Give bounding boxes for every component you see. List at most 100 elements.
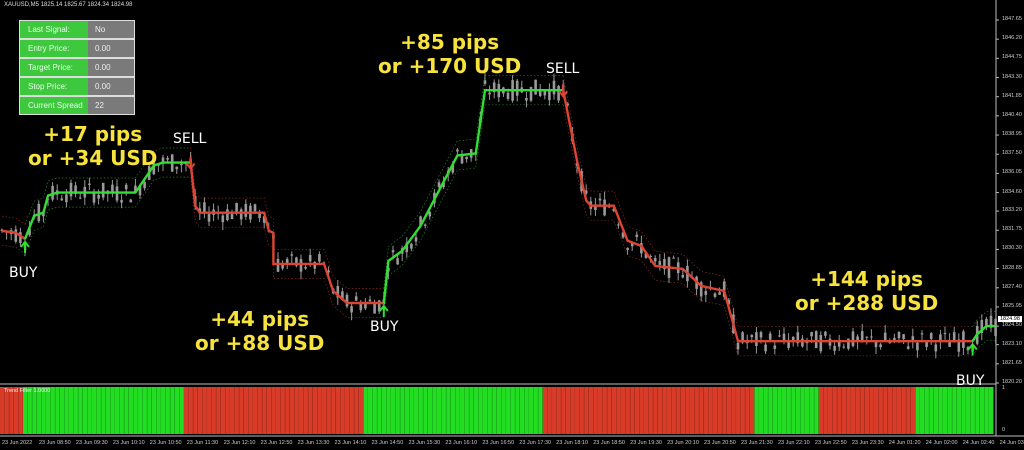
candle-body (897, 331, 901, 339)
price-tick-label: 1847.65 (1002, 16, 1022, 22)
histogram-bar (368, 387, 373, 434)
candle-body (856, 336, 859, 342)
candle-body (97, 194, 100, 199)
histogram-bar (759, 387, 764, 434)
candle-body (658, 261, 662, 265)
candle-body (534, 79, 537, 95)
histogram-bar (345, 387, 350, 434)
candle-body (584, 190, 588, 194)
histogram-bar (469, 387, 474, 434)
time-tick-label: 23 Jun 18:50 (593, 440, 625, 446)
histogram-bar (381, 387, 387, 434)
histogram-bar (473, 387, 479, 434)
candle-body (791, 336, 795, 341)
candle-body (221, 215, 225, 223)
histogram-bar (363, 387, 368, 434)
histogram-bar (234, 387, 240, 434)
candle-body (860, 331, 864, 342)
histogram-bar (924, 387, 930, 434)
histogram-bar (611, 387, 617, 434)
histogram-bar (644, 387, 649, 434)
price-tick-label: 1844.75 (1002, 54, 1022, 61)
candle-body (318, 254, 321, 262)
histogram-bar (92, 387, 97, 434)
histogram-bar (828, 387, 833, 434)
histogram-bar (170, 387, 175, 434)
buy-arrow-icon (379, 304, 389, 317)
histogram-bar (648, 387, 654, 434)
histogram-bar (676, 387, 681, 434)
panel-row-entry-price: Entry Price: 0.00 (20, 40, 134, 57)
annotation-usd: or +170 USD (378, 54, 522, 78)
price-tick-label: 1841.85 (1002, 92, 1022, 99)
price-tick-label: 1831.75 (1002, 226, 1022, 233)
candle-body (308, 254, 312, 262)
annotation-usd: or +288 USD (795, 291, 939, 315)
histogram-bar (331, 387, 336, 434)
profit-annotation: +17 pips or +34 USD (28, 122, 157, 170)
candle-body (929, 333, 933, 339)
candle-body (649, 255, 652, 257)
histogram-bar (777, 387, 782, 434)
candle-body (442, 182, 445, 188)
histogram-bar (174, 387, 180, 434)
candle-body (948, 341, 951, 347)
time-tick-label: 23 Jun 08:50 (38, 440, 71, 446)
price-tick-label: 1821.65 (1002, 359, 1022, 366)
candle-body (566, 103, 570, 106)
buy-signal-label: BUY (9, 265, 38, 281)
histogram-bar (575, 387, 580, 434)
histogram-bar (423, 387, 428, 434)
histogram-bar (69, 387, 74, 434)
symbol-label: XAUUSD,M5 (4, 2, 40, 8)
candle-body (203, 202, 206, 212)
histogram-bar (616, 387, 621, 434)
time-tick-label: 23 Jun 16:50 (482, 440, 515, 446)
histogram-bar (736, 387, 741, 434)
candle-body (980, 320, 984, 333)
histogram-bar (786, 387, 792, 434)
candle-body (833, 345, 836, 351)
histogram-bar (340, 387, 345, 434)
profit-annotation: +144 pips or +288 USD (795, 267, 938, 315)
panel-row-last-signal: Last Signal: No (20, 21, 134, 38)
candle-body (285, 258, 289, 265)
candle-body (626, 248, 629, 250)
time-tick-label: 23 Jun 19:30 (630, 440, 662, 446)
envelope-band (383, 75, 564, 289)
time-tick-label: 23 Jun 2022 (2, 440, 33, 446)
histogram-bar (303, 387, 309, 434)
histogram-bar (883, 387, 888, 434)
candle-body (773, 345, 777, 349)
candle-body (465, 156, 468, 160)
histogram-bar (487, 387, 493, 434)
histogram-bar (975, 387, 980, 434)
candle-body (801, 338, 804, 347)
sell-arrow-icon (185, 156, 196, 171)
candle-body (943, 332, 947, 334)
histogram-bar (726, 387, 732, 434)
profit-annotation: +85 pips or +170 USD (378, 30, 521, 78)
candle-body (985, 318, 988, 326)
buy-signal-label: BUY (956, 373, 985, 389)
histogram-bar (354, 387, 359, 434)
histogram-bar (110, 387, 115, 434)
time-tick-label: 23 Jun 13:30 (297, 440, 330, 446)
histogram-bar (262, 387, 267, 434)
candle-body (161, 157, 165, 164)
histogram-bar (878, 387, 884, 434)
price-tick-label: 1836.05 (1002, 169, 1022, 176)
histogram-bar (82, 387, 88, 434)
histogram-bar (966, 387, 971, 434)
histogram-bar (722, 387, 727, 434)
histogram-bar (782, 387, 787, 434)
envelope-band (562, 104, 973, 357)
histogram-bar (124, 387, 129, 434)
candle-body (911, 336, 915, 342)
histogram-bar (147, 387, 152, 434)
histogram-bar (372, 387, 378, 434)
histogram-bar (483, 387, 488, 434)
histogram-bar (805, 387, 810, 434)
candle-body (824, 331, 827, 336)
